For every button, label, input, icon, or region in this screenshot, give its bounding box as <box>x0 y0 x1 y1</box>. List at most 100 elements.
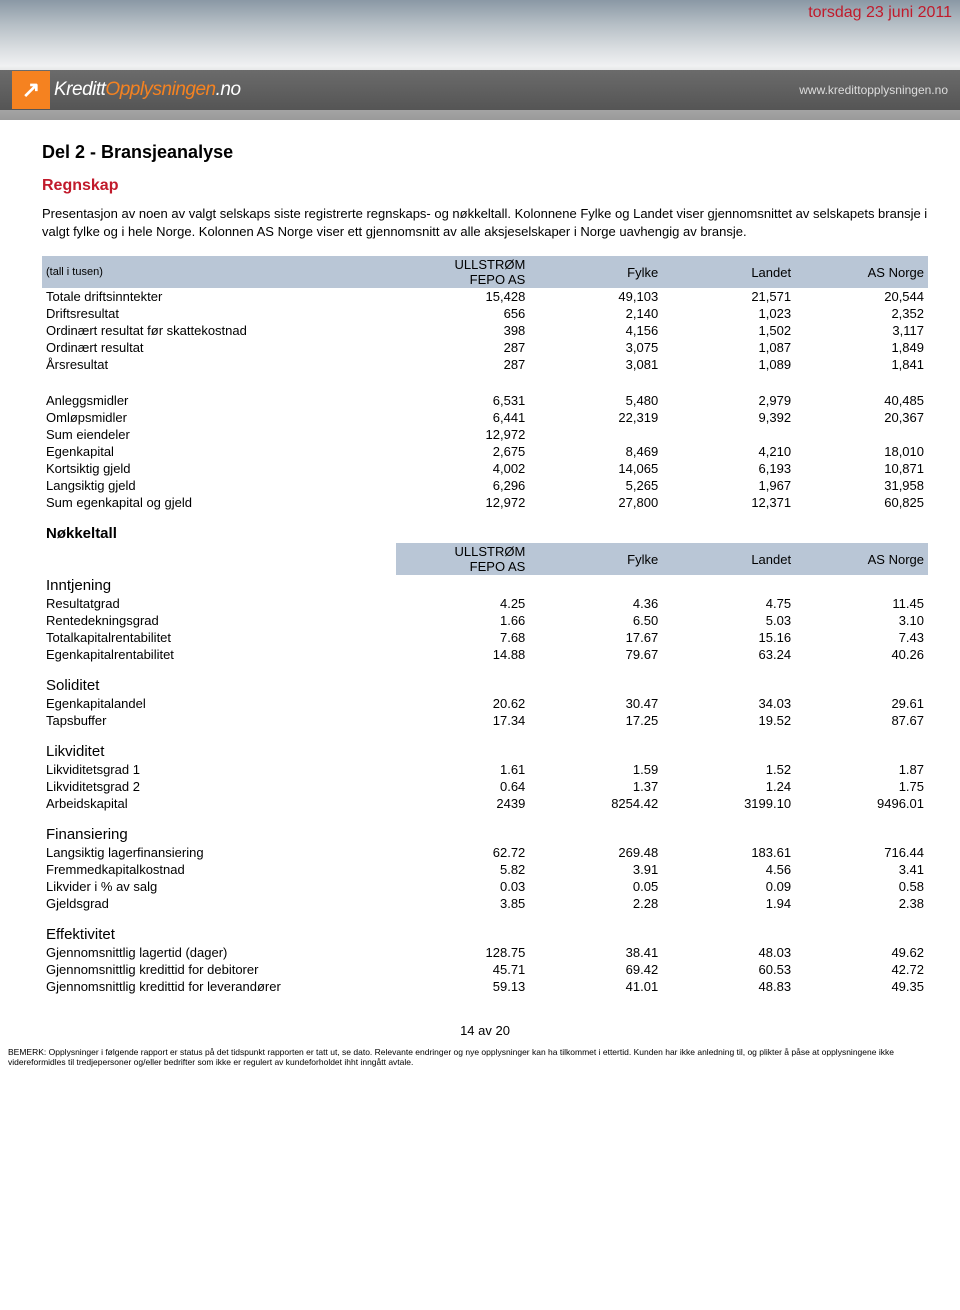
row-value: 0.09 <box>662 878 795 895</box>
row-label: Gjeldsgrad <box>42 895 396 912</box>
row-value: 6,193 <box>662 460 795 477</box>
table-row: Arbeidskapital24398254.423199.109496.01 <box>42 795 928 812</box>
row-value: 4.75 <box>662 595 795 612</box>
row-value: 69.42 <box>529 961 662 978</box>
row-value: 1,502 <box>662 322 795 339</box>
group-heading: Soliditet <box>42 663 928 695</box>
row-value: 62.72 <box>396 844 529 861</box>
table-row: Tapsbuffer17.3417.2519.5287.67 <box>42 712 928 729</box>
row-value: 5.82 <box>396 861 529 878</box>
table-row: Anleggsmidler6,5315,4802,97940,485 <box>42 392 928 409</box>
row-value: 398 <box>396 322 529 339</box>
row-value: 8,469 <box>529 443 662 460</box>
row-value: 60,825 <box>795 494 928 511</box>
row-label: Driftsresultat <box>42 305 396 322</box>
row-label: Likviditetsgrad 2 <box>42 778 396 795</box>
row-value: 60.53 <box>662 961 795 978</box>
row-value: 7.68 <box>396 629 529 646</box>
section-heading-label: Nøkkeltall <box>42 511 928 543</box>
row-value: 1,023 <box>662 305 795 322</box>
logo-part-c: .no <box>216 79 241 100</box>
row-value: 2,675 <box>396 443 529 460</box>
row-value: 1.94 <box>662 895 795 912</box>
row-value: 12,972 <box>396 494 529 511</box>
row-label: Omløpsmidler <box>42 409 396 426</box>
row-value: 87.67 <box>795 712 928 729</box>
row-label: Totale driftsinntekter <box>42 288 396 305</box>
row-value: 41.01 <box>529 978 662 995</box>
row-value: 5,480 <box>529 392 662 409</box>
row-value: 5.03 <box>662 612 795 629</box>
table-row: Ordinært resultat2873,0751,0871,849 <box>42 339 928 356</box>
row-label: Gjennomsnittlig kredittid for leverandør… <box>42 978 396 995</box>
col-header: Fylke <box>529 543 662 575</box>
group-heading: Inntjening <box>42 575 928 595</box>
row-value: 20,367 <box>795 409 928 426</box>
row-value: 15.16 <box>662 629 795 646</box>
row-value: 183.61 <box>662 844 795 861</box>
row-value: 0.03 <box>396 878 529 895</box>
row-value: 2,352 <box>795 305 928 322</box>
table-row: Totalkapitalrentabilitet7.6817.6715.167.… <box>42 629 928 646</box>
col-header: AS Norge <box>795 543 928 575</box>
row-value: 4.56 <box>662 861 795 878</box>
row-value <box>795 426 928 443</box>
group-heading-label: Soliditet <box>42 663 928 695</box>
col-header: Landet <box>662 543 795 575</box>
table-row: Langsiktig gjeld6,2965,2651,96731,958 <box>42 477 928 494</box>
logo-part-a: Kreditt <box>54 79 105 100</box>
col-fylke: Fylke <box>529 256 662 288</box>
table-row: Gjennomsnittlig lagertid (dager)128.7538… <box>42 944 928 961</box>
group-heading: Finansiering <box>42 812 928 844</box>
row-value: 2.28 <box>529 895 662 912</box>
row-value: 2.38 <box>795 895 928 912</box>
row-value: 4,156 <box>529 322 662 339</box>
logo-part-b: Opplysningen <box>105 79 215 100</box>
arrow-icon: ↗ <box>12 71 50 109</box>
row-label: Langsiktig lagerfinansiering <box>42 844 396 861</box>
row-label: Langsiktig gjeld <box>42 477 396 494</box>
row-value: 2,979 <box>662 392 795 409</box>
row-value: 12,371 <box>662 494 795 511</box>
row-value <box>529 426 662 443</box>
table-row: Rentedekningsgrad1.666.505.033.10 <box>42 612 928 629</box>
row-value: 3.85 <box>396 895 529 912</box>
row-label: Egenkapitalrentabilitet <box>42 646 396 663</box>
row-value: 6,531 <box>396 392 529 409</box>
row-value: 22,319 <box>529 409 662 426</box>
group-heading-label: Inntjening <box>42 575 928 595</box>
table-row: Kortsiktig gjeld4,00214,0656,19310,871 <box>42 460 928 477</box>
row-value: 40.26 <box>795 646 928 663</box>
table-row: Omløpsmidler6,44122,3199,39220,367 <box>42 409 928 426</box>
row-value: 6.50 <box>529 612 662 629</box>
row-value: 2439 <box>396 795 529 812</box>
row-value: 2,140 <box>529 305 662 322</box>
row-value: 12,972 <box>396 426 529 443</box>
row-value: 8254.42 <box>529 795 662 812</box>
row-value: 34.03 <box>662 695 795 712</box>
row-value: 49,103 <box>529 288 662 305</box>
row-value: 79.67 <box>529 646 662 663</box>
row-value: 14.88 <box>396 646 529 663</box>
row-value: 1.75 <box>795 778 928 795</box>
row-value: 1.87 <box>795 761 928 778</box>
row-value: 656 <box>396 305 529 322</box>
row-value: 4,002 <box>396 460 529 477</box>
row-label: Gjennomsnittlig lagertid (dager) <box>42 944 396 961</box>
row-value: 6,441 <box>396 409 529 426</box>
logo-text: KredittOpplysningen.no <box>54 79 241 101</box>
row-label: Ordinært resultat <box>42 339 396 356</box>
table-header-row: (tall i tusen) ULLSTRØM FEPO AS Fylke La… <box>42 256 928 288</box>
group-heading-label: Effektivitet <box>42 912 928 944</box>
row-value: 29.61 <box>795 695 928 712</box>
group-heading: Effektivitet <box>42 912 928 944</box>
table-row: Resultatgrad4.254.364.7511.45 <box>42 595 928 612</box>
row-label: Anleggsmidler <box>42 392 396 409</box>
row-value: 3,117 <box>795 322 928 339</box>
row-label: Ordinært resultat før skattekostnad <box>42 322 396 339</box>
row-value: 59.13 <box>396 978 529 995</box>
row-label: Totalkapitalrentabilitet <box>42 629 396 646</box>
disclaimer: BEMERK: Opplysninger i følgende rapport … <box>0 1046 960 1074</box>
row-value: 1.24 <box>662 778 795 795</box>
table-row: Gjennomsnittlig kredittid for leverandør… <box>42 978 928 995</box>
